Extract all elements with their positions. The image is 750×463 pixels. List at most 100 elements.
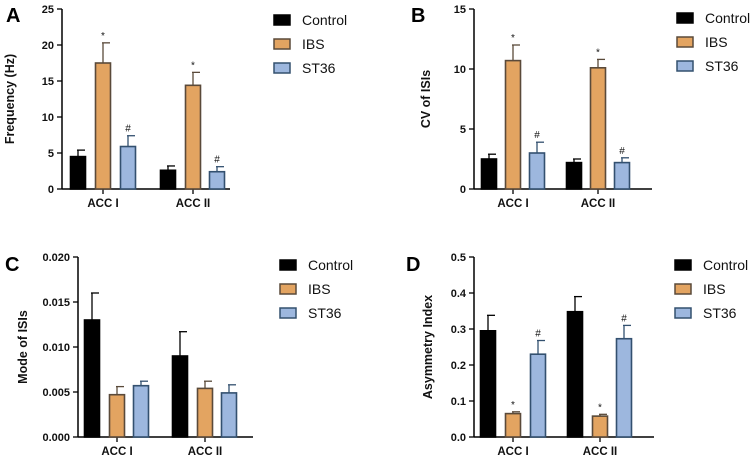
- y-tick-label: 10: [454, 64, 466, 76]
- legend-swatch-ibs: [279, 283, 297, 295]
- y-tick-label: 5: [48, 148, 54, 160]
- legend-label-st36: ST36: [703, 305, 737, 321]
- legend-label-control: Control: [703, 257, 748, 273]
- panel-letter: D: [406, 254, 420, 276]
- bar-st36: [615, 337, 633, 438]
- legend-label-control: Control: [705, 10, 750, 26]
- significance-marker: *: [511, 33, 515, 44]
- chart-panel-d: D 0.0 0.1 0.2 0.3 0.4 0.5 Asymmetry Index ACC I *…: [406, 252, 748, 458]
- legend-swatch-st36: [676, 60, 694, 72]
- bar-st36: [132, 384, 150, 438]
- y-tick-label: 0.010: [42, 342, 70, 354]
- panel-letter: B: [411, 5, 425, 27]
- y-tick-label: 10: [42, 112, 54, 124]
- y-tick-label: 0.2: [451, 360, 466, 372]
- legend-swatch-st36: [273, 62, 291, 74]
- significance-marker: #: [125, 124, 131, 135]
- legend-label-ibs: IBS: [308, 281, 331, 297]
- bar-ibs: [94, 62, 112, 190]
- chart-panel-c: C 0.000 0.005 0.010 0.015 0.020 Mode of ISIs AC…: [5, 252, 353, 458]
- legend-swatch-control: [676, 12, 694, 24]
- y-tick-label: 0.3: [451, 324, 466, 336]
- x-category-label: ACC I: [497, 446, 528, 458]
- bar-st36: [529, 353, 547, 438]
- bar-control: [69, 155, 87, 190]
- y-tick-label: 0: [460, 184, 466, 196]
- bar-control: [565, 161, 583, 190]
- significance-marker: #: [535, 329, 541, 340]
- significance-marker: *: [598, 402, 602, 413]
- legend-label-st36: ST36: [308, 305, 342, 321]
- bar-ibs: [184, 84, 202, 190]
- y-axis-label: CV of ISIs: [419, 70, 433, 128]
- chart-panel-a: A 0 5 10 15 20 25 Frequency (Hz) ACC I * # ACC II * #…: [3, 4, 347, 210]
- legend-label-ibs: IBS: [302, 36, 325, 52]
- y-tick-label: 25: [42, 4, 54, 16]
- y-tick-label: 0.0: [451, 432, 466, 444]
- y-tick-label: 15: [42, 76, 54, 88]
- legend-label-control: Control: [302, 12, 347, 28]
- significance-marker: #: [621, 313, 627, 324]
- legend-swatch-st36: [279, 307, 297, 319]
- significance-marker: *: [511, 400, 515, 411]
- x-category-label: ACC I: [101, 446, 132, 458]
- y-axis-label: Asymmetry Index: [421, 295, 435, 399]
- legend-swatch-control: [674, 259, 692, 271]
- legend-swatch-control: [273, 14, 291, 26]
- chart-panel-b: B 0 5 10 15 CV of ISIs ACC I * # ACC II * # Control I…: [411, 4, 750, 210]
- y-axis-label: Mode of ISIs: [16, 310, 30, 384]
- bar-ibs: [504, 412, 522, 438]
- significance-marker: #: [534, 130, 540, 141]
- x-category-label: ACC II: [583, 446, 618, 458]
- bar-control: [566, 310, 584, 438]
- legend-swatch-ibs: [674, 283, 692, 295]
- y-tick-label: 0: [48, 184, 54, 196]
- x-category-label: ACC I: [87, 198, 118, 210]
- y-tick-label: 0.015: [42, 297, 70, 309]
- significance-marker: #: [619, 146, 625, 157]
- x-category-label: ACC II: [581, 198, 616, 210]
- bar-st36: [613, 161, 631, 190]
- y-tick-label: 0.4: [451, 288, 467, 300]
- bar-control: [171, 355, 189, 438]
- y-tick-label: 0.5: [451, 252, 466, 264]
- x-category-label: ACC II: [176, 198, 211, 210]
- y-tick-label: 20: [42, 40, 54, 52]
- panel-letter: C: [5, 254, 19, 276]
- bar-st36: [119, 145, 137, 190]
- bar-control: [83, 319, 101, 438]
- significance-marker: *: [191, 60, 195, 71]
- bar-ibs: [196, 387, 214, 438]
- legend-label-ibs: IBS: [703, 281, 726, 297]
- legend-label-st36: ST36: [302, 60, 336, 76]
- y-tick-label: 0.1: [451, 396, 466, 408]
- bar-st36: [528, 152, 546, 190]
- bar-st36: [220, 392, 238, 438]
- x-category-label: ACC I: [497, 198, 528, 210]
- x-category-label: ACC II: [188, 446, 223, 458]
- significance-marker: *: [596, 47, 600, 58]
- y-tick-label: 0.020: [42, 252, 70, 264]
- legend-label-st36: ST36: [705, 58, 739, 74]
- y-axis-label: Frequency (Hz): [3, 54, 17, 144]
- bar-ibs: [589, 67, 607, 190]
- y-tick-label: 5: [460, 124, 466, 136]
- bar-ibs: [591, 415, 609, 438]
- legend-swatch-control: [279, 259, 297, 271]
- legend-swatch-st36: [674, 307, 692, 319]
- legend-label-ibs: IBS: [705, 34, 728, 50]
- significance-marker: *: [101, 31, 105, 42]
- significance-marker: #: [214, 155, 220, 166]
- bar-ibs: [108, 393, 126, 438]
- legend-swatch-ibs: [273, 38, 291, 50]
- bar-control: [159, 169, 177, 190]
- panel-letter: A: [6, 5, 20, 27]
- bar-ibs: [504, 59, 522, 190]
- bar-control: [479, 329, 497, 438]
- legend-swatch-ibs: [676, 36, 694, 48]
- bar-st36: [208, 170, 226, 190]
- bar-control: [480, 158, 498, 190]
- y-tick-label: 15: [454, 4, 466, 16]
- y-tick-label: 0.000: [42, 432, 70, 444]
